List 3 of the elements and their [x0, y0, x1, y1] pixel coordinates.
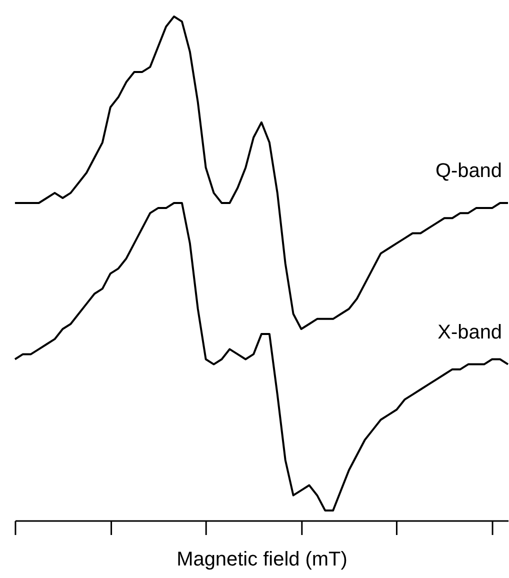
series-label: Q-band — [435, 160, 502, 182]
series-label: X-band — [438, 321, 502, 344]
x-axis-title: Magnetic field (mT) — [176, 548, 348, 571]
